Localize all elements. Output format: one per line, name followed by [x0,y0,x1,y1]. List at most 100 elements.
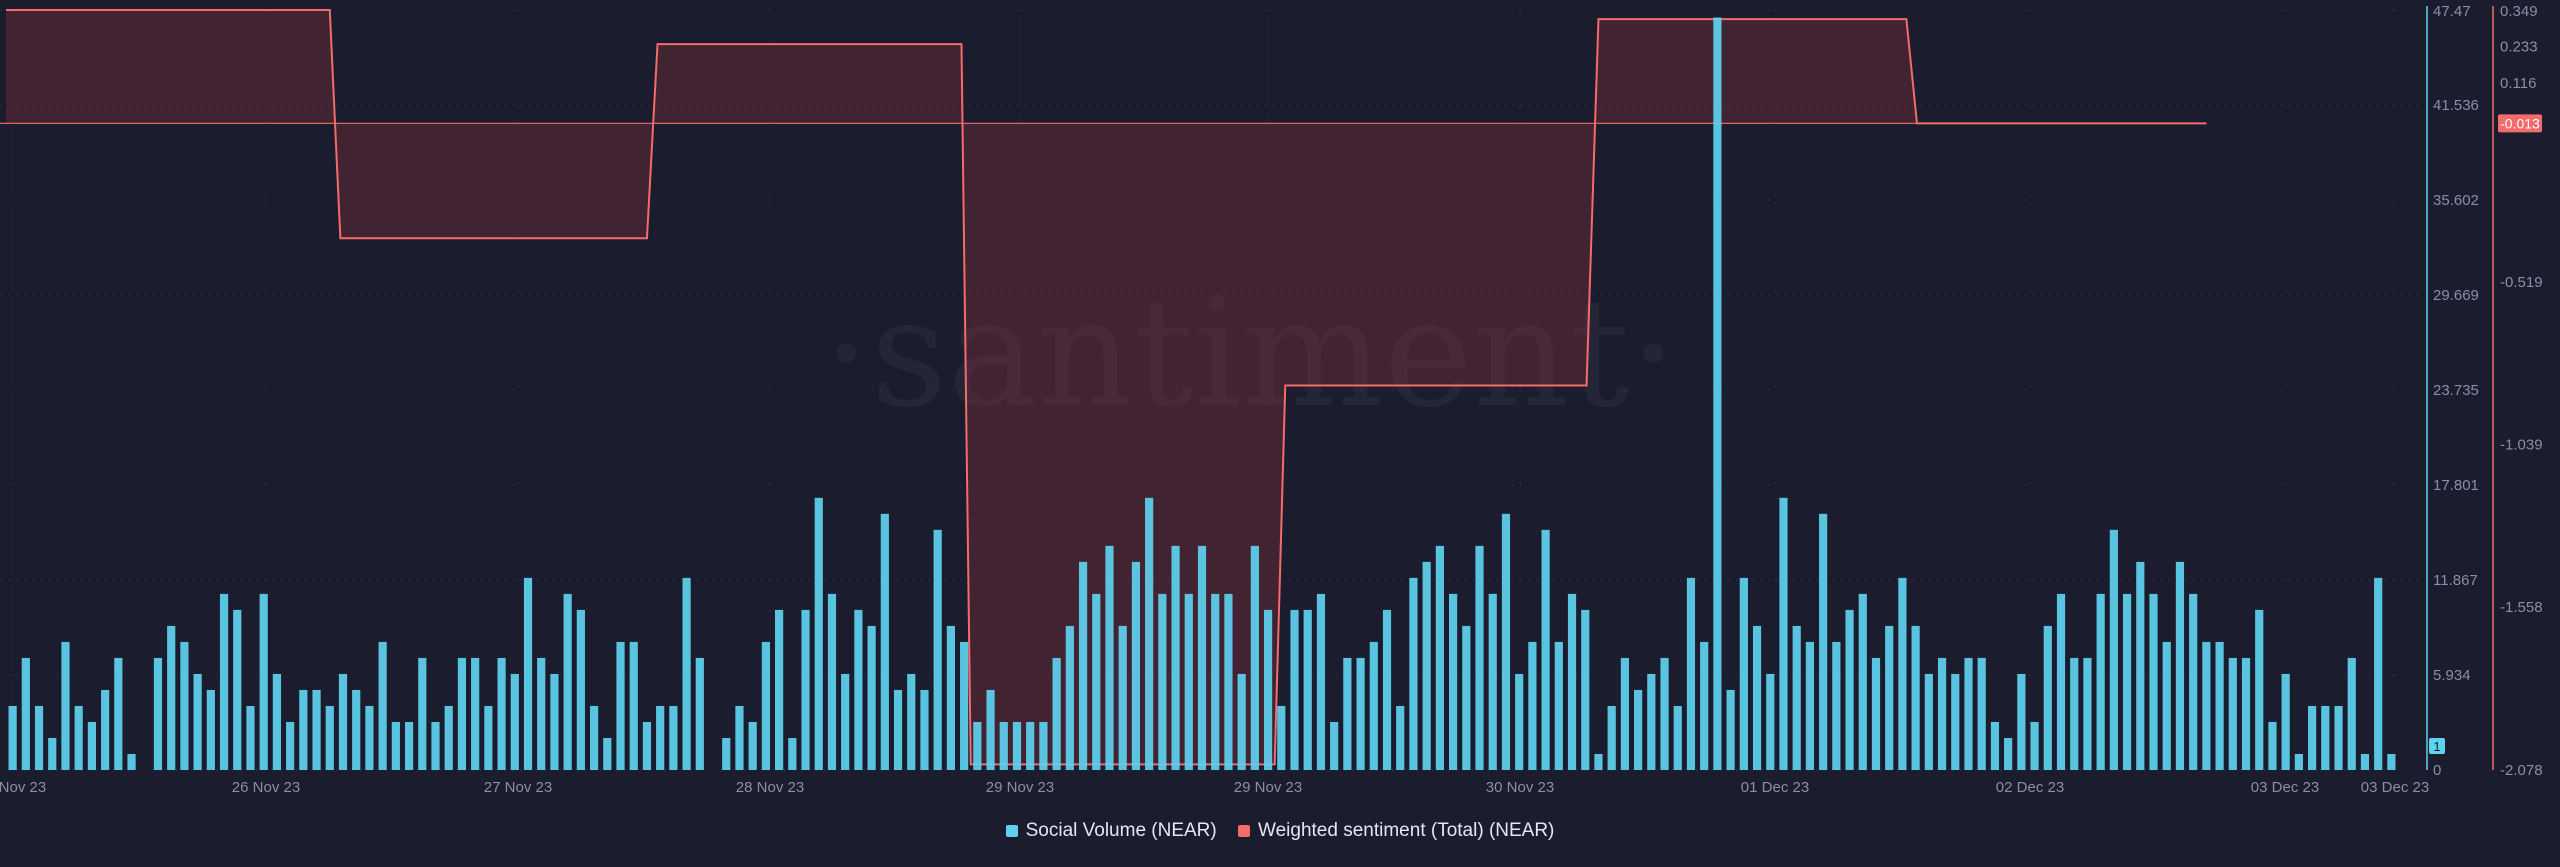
social-volume-bar [365,705,374,770]
social-volume-bar [523,577,533,770]
social-volume-bar [1211,593,1220,770]
social-volume-bar [775,609,784,770]
social-volume-bar [2004,737,2013,770]
legend-label-sentiment: Weighted sentiment (Total) (NEAR) [1258,820,1555,841]
social-volume-bar [2374,577,2383,770]
legend-item-sentiment[interactable]: Weighted sentiment (Total) (NEAR) [1238,820,1554,842]
social-volume-bar [1171,545,1180,770]
social-volume-bar [656,705,665,770]
social-volume-bar [1396,705,1405,770]
y-left-tick-label: 23.735 [2433,382,2479,399]
social-volume-bar [933,529,942,770]
social-volume-bar [827,593,837,770]
social-volume-bar [2136,561,2145,770]
social-volume-bar [286,721,295,770]
social-volume-bar [1990,721,2000,770]
sentiment-last-badge [2498,114,2542,133]
social-volume-bar [1290,609,1299,770]
social-volume-bar [1673,705,1682,770]
social-volume-bar [589,705,599,770]
x-axis: 25 Nov 23 26 Nov 23 27 Nov 23 28 Nov 23 29 N… [0,779,2429,796]
social-volume-bar [907,673,916,770]
social-volume-bar [1197,545,1207,770]
social-volume-bar [1951,673,1960,770]
social-volume-bar [788,737,797,770]
social-volume-bar [2241,657,2251,770]
social-volume-bar [338,673,348,770]
sentiment-swatch [1238,825,1251,837]
social-volume-bar [510,673,519,770]
social-volume-bar [404,721,414,770]
y-left-tick-label: 17.801 [2433,477,2479,494]
social-volume-bar [1779,497,1788,770]
social-volume-bar [1158,593,1167,770]
social-volume-bar [2255,609,2264,770]
social-volume-bar [1766,673,1775,770]
social-volume-bar [1462,625,1471,770]
social-volume-bar [2017,673,2026,770]
social-volume-bar [1607,705,1616,770]
y-right-tick-label: -1.039 [2500,437,2543,454]
x-tick-label: 02 Dec 23 [1996,779,2064,796]
social-volume-bar [576,609,585,770]
social-volume-bar [1845,609,1854,770]
social-volume-bar [603,737,612,770]
social-volume-bar [1515,673,1524,770]
social-volume-bar [1937,657,1947,770]
social-volume-bar [880,513,889,770]
social-volume-bar [1012,721,1022,770]
social-volume-bar [312,689,321,770]
social-volume-bar [2096,593,2105,770]
social-volume-bar [391,721,400,770]
social-volume-bar [2347,657,2356,770]
social-volume-bar [1250,545,1259,770]
x-tick-label: 28 Nov 23 [736,779,804,796]
social-volume-bar [735,705,744,770]
social-volume-bar [1501,513,1511,770]
social-volume-bar [1369,641,1378,770]
legend-item-social-volume[interactable]: Social Volume (NEAR) [1005,820,1217,842]
social-volume-bar [2109,529,2118,770]
social-volume-bar [616,641,625,770]
social-volume-bar [497,657,506,770]
social-volume-bar [1092,593,1101,770]
social-volume-bar [246,705,255,770]
social-volume-bar [471,657,480,770]
y-left-tick-label: 35.602 [2433,192,2479,209]
social-volume-bar [1475,545,1484,770]
x-tick-label: 03 Dec 23 [2251,779,2319,796]
social-volume-bar [2083,657,2092,770]
social-volume-bar [1356,657,1365,770]
social-volume-bar [920,689,929,770]
social-volume-bar [867,625,876,770]
social-volume-bar [1237,673,1246,770]
social-volume-bar [259,593,268,770]
y-left-tick-label: 0 [2433,762,2441,779]
social-volume-bar [378,641,387,770]
social-volume-bar [153,657,163,770]
social-volume-bar [2294,753,2303,770]
social-volume-bar [999,721,1008,770]
social-volume-bar [1065,625,1074,770]
social-volume-bar [61,641,70,770]
social-volume-bar [2162,641,2171,770]
social-volume-bar [2043,625,2052,770]
social-volume-bar [1686,577,1696,770]
social-volume-bar [457,657,467,770]
social-volume-bar [2321,705,2330,770]
social-volume-bar [1224,593,1233,770]
social-volume-bar [1805,641,1815,770]
social-volume-bar [2202,641,2211,770]
y-right-tick-label: -1.558 [2500,599,2543,616]
social-volume-bar [2308,705,2317,770]
social-volume-bar [1792,625,1801,770]
social-volume-bar [352,689,361,770]
social-volume-bar [946,625,956,770]
social-volume-bar [563,593,572,770]
y-left-tick-label: 41.536 [2433,97,2479,114]
social-volume-bar [2268,721,2277,770]
social-volume-bar [1700,641,1709,770]
social-volume-bar [1911,625,1920,770]
social-volume-bar [854,609,863,770]
